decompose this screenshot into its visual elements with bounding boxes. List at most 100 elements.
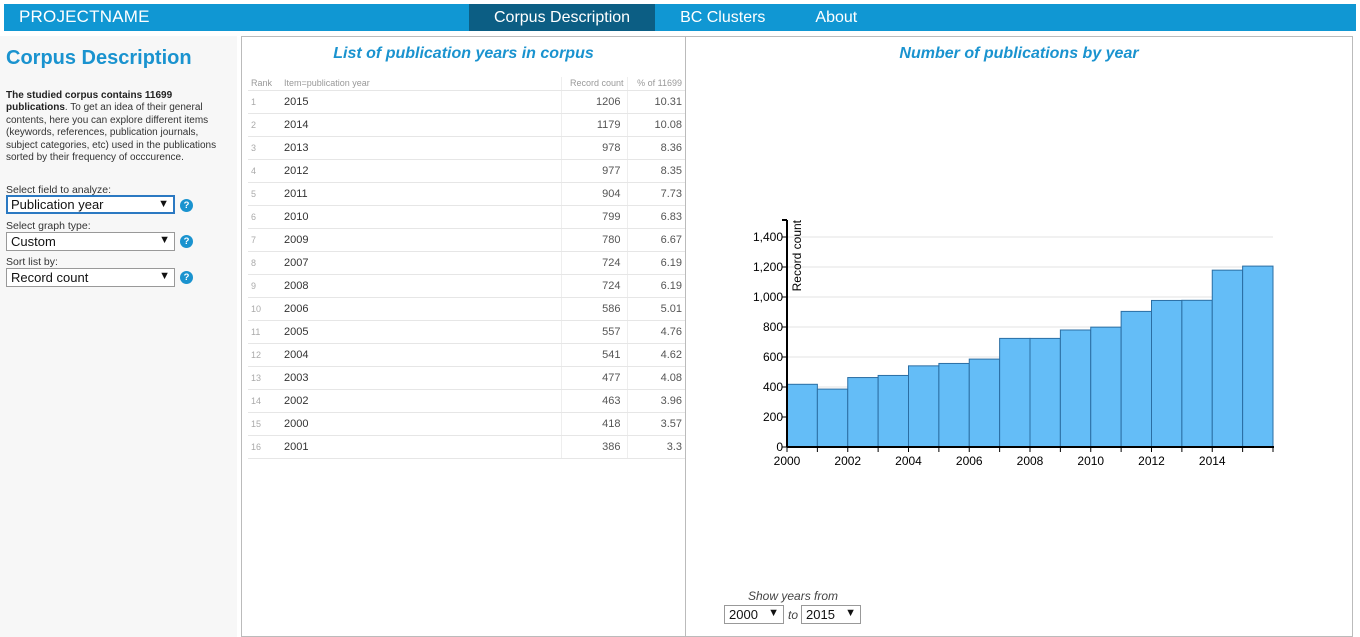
publications-bar-chart: 0 200 400 600 800 1,000 1,200 1,400 2000 2002 2004…	[753, 219, 1274, 468]
cell-record-count: 904	[560, 182, 627, 206]
bar-2013	[1181, 299, 1213, 448]
y-tick-label: 200	[763, 410, 783, 424]
table-row[interactable]: 2 2014 1179 10.08	[248, 113, 685, 137]
cell-percent: 8.35	[626, 159, 685, 183]
year-from-select[interactable]: 2000 ▼	[724, 605, 784, 624]
cell-percent: 10.31	[626, 90, 685, 114]
cell-percent: 8.36	[626, 136, 685, 160]
table-header-row: Rank Item=publication year Record count …	[248, 77, 685, 91]
cell-year: 2000	[281, 412, 561, 436]
cell-record-count: 541	[560, 343, 627, 367]
cell-rank: 4	[248, 159, 281, 183]
cell-percent: 3.57	[626, 412, 685, 436]
col-header-percent[interactable]: % of 11699	[626, 77, 685, 91]
year-to-select[interactable]: 2015 ▼	[801, 605, 861, 624]
sort-select[interactable]: Record count ▼	[6, 268, 175, 287]
cell-record-count: 724	[560, 251, 627, 275]
cell-rank: 13	[248, 366, 281, 390]
table-row[interactable]: 15 2000 418 3.57	[248, 412, 685, 436]
cell-rank: 6	[248, 205, 281, 229]
dropdown-arrow-icon: ▼	[159, 270, 170, 282]
table-row[interactable]: 6 2010 799 6.83	[248, 205, 685, 229]
year-to-value: 2015	[806, 607, 835, 622]
col-header-rank[interactable]: Rank	[248, 77, 281, 91]
bar-2006	[968, 358, 1001, 448]
cell-record-count: 1179	[560, 113, 627, 137]
table-row[interactable]: 12 2004 541 4.62	[248, 343, 685, 367]
table-row[interactable]: 3 2013 978 8.36	[248, 136, 685, 160]
cell-rank: 3	[248, 136, 281, 160]
cell-year: 2002	[281, 389, 561, 413]
cell-year: 2006	[281, 297, 561, 321]
brand-logo[interactable]: PROJECTNAME	[19, 7, 150, 26]
field-help-icon[interactable]: ?	[180, 199, 193, 212]
table-row[interactable]: 16 2001 386 3.3	[248, 435, 685, 459]
table-body: 1 2015 1206 10.31 2 2014 1179 10.08 3 2013 978 8.36…	[248, 90, 685, 459]
cell-year: 2001	[281, 435, 561, 459]
cell-rank: 11	[248, 320, 281, 344]
year-from-value: 2000	[729, 607, 758, 622]
cell-rank: 5	[248, 182, 281, 206]
corpus-description-text: The studied corpus contains 11699 public…	[6, 90, 232, 164]
table-row[interactable]: 1 2015 1206 10.31	[248, 90, 685, 114]
graph-type-select[interactable]: Custom ▼	[6, 232, 175, 251]
nav-tab-corpus-description[interactable]: Corpus Description	[469, 4, 656, 31]
nav-tab-bc-clusters[interactable]: BC Clusters	[680, 9, 766, 26]
top-nav-bar: PROJECTNAME Corpus Description BC Cluste…	[4, 4, 1356, 31]
graph-type-help-icon[interactable]: ?	[180, 235, 193, 248]
cell-record-count: 780	[560, 228, 627, 252]
table-row[interactable]: 14 2002 463 3.96	[248, 389, 685, 413]
bar-2015	[1242, 265, 1274, 448]
sort-help-icon[interactable]: ?	[180, 271, 193, 284]
cell-record-count: 586	[560, 297, 627, 321]
cell-percent: 6.67	[626, 228, 685, 252]
cell-rank: 8	[248, 251, 281, 275]
bar-2001	[816, 388, 849, 448]
cell-rank: 2	[248, 113, 281, 137]
cell-year: 2013	[281, 136, 561, 160]
table-row[interactable]: 13 2003 477 4.08	[248, 366, 685, 390]
nav-tab-about[interactable]: About	[815, 9, 858, 26]
table-row[interactable]: 7 2009 780 6.67	[248, 228, 685, 252]
publication-years-panel: List of publication years in corpus Rank…	[241, 36, 686, 637]
bar-2009	[1059, 329, 1092, 448]
cell-year: 2012	[281, 159, 561, 183]
bar-2002	[847, 377, 879, 448]
table-row[interactable]: 8 2007 724 6.19	[248, 251, 685, 275]
corpus-summary-bold: The studied corpus contains 11699 public…	[6, 90, 173, 114]
cell-rank: 7	[248, 228, 281, 252]
sidebar-title: Corpus Description	[6, 47, 192, 69]
year-range-to-label: to	[788, 608, 799, 622]
cell-record-count: 386	[560, 435, 627, 459]
cell-rank: 14	[248, 389, 281, 413]
cell-rank: 12	[248, 343, 281, 367]
y-tick-label: 600	[763, 350, 783, 364]
cell-record-count: 418	[560, 412, 627, 436]
table-row[interactable]: 11 2005 557 4.76	[248, 320, 685, 344]
chart-title: Number of publications by year	[899, 45, 1139, 62]
col-header-record-count[interactable]: Record count	[560, 77, 627, 91]
field-select[interactable]: Publication year ▼	[6, 195, 175, 214]
table-row[interactable]: 4 2012 977 8.35	[248, 159, 685, 183]
main-nav: Corpus Description BC Clusters About	[469, 4, 882, 31]
cell-percent: 6.83	[626, 205, 685, 229]
field-select-value: Publication year	[11, 197, 104, 212]
cell-year: 2003	[281, 366, 561, 390]
cell-percent: 3.96	[626, 389, 685, 413]
cell-record-count: 978	[560, 136, 627, 160]
table-row[interactable]: 5 2011 904 7.73	[248, 182, 685, 206]
table-row[interactable]: 10 2006 586 5.01	[248, 297, 685, 321]
cell-rank: 1	[248, 90, 281, 114]
sort-value: Record count	[11, 270, 89, 285]
cell-year: 2009	[281, 228, 561, 252]
table-row[interactable]: 9 2008 724 6.19	[248, 274, 685, 298]
col-header-item[interactable]: Item=publication year	[281, 77, 561, 91]
cell-percent: 5.01	[626, 297, 685, 321]
x-tick-label: 2004	[895, 454, 922, 468]
cell-year: 2005	[281, 320, 561, 344]
y-tick-label: 0	[776, 440, 783, 454]
cell-percent: 4.08	[626, 366, 685, 390]
cell-percent: 3.3	[626, 435, 685, 459]
cell-year: 2011	[281, 182, 561, 206]
y-axis-label: Record count	[790, 219, 804, 291]
